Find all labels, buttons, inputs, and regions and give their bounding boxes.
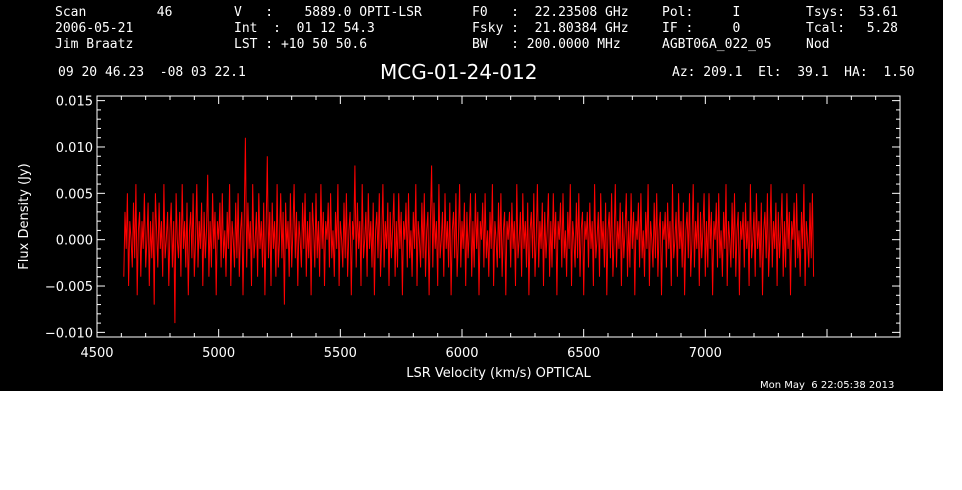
- header-observer: Jim Braatz: [55, 37, 134, 52]
- header-tcal-label: Tcal:: [806, 21, 846, 36]
- x-tick-label: 6500: [567, 346, 600, 361]
- header-coordinates: 09 20 46.23 -08 03 22.1: [58, 65, 246, 80]
- y-tick-label: −0.010: [45, 326, 93, 341]
- x-tick-label: 7000: [689, 346, 722, 361]
- source-name: MCG-01-24-012: [380, 60, 538, 84]
- header-procedure: Nod: [806, 37, 830, 52]
- y-axis-label: Flux Density (Jy): [17, 163, 32, 269]
- spectrum-trace-1: [123, 137, 815, 324]
- header-f0: F0 : 22.23508 GHz: [472, 5, 629, 20]
- label-layer: 4500 5000 5500 6000 6500 7000 −0.010 −0.005 0.00…: [17, 95, 722, 381]
- y-tick-label: −0.005: [45, 280, 93, 295]
- plot-timestamp: Mon May 6 22:05:38 2013: [760, 380, 895, 391]
- x-tick-label: 4500: [80, 346, 113, 361]
- header-if: IF : 0: [662, 21, 741, 36]
- spectrum-chart: 4500 5000 5500 6000 6500 7000 −0.010 −0.005 0.00…: [17, 95, 901, 381]
- x-axis-label: LSR Velocity (km/s) OPTICAL: [406, 366, 591, 381]
- y-tick-label: 0.000: [56, 234, 93, 249]
- x-tick-label: 5000: [202, 346, 235, 361]
- header-pol: Pol: I: [662, 5, 741, 20]
- axis-layer: [96, 95, 901, 338]
- header-bw: BW : 200.0000 MHz: [472, 37, 621, 52]
- y-tick-label: 0.005: [56, 187, 93, 202]
- spectrum-panel: Scan 46 2006-05-21 Jim Braatz V : 5889.0…: [0, 0, 943, 391]
- header-tcal-value: 5.28: [866, 21, 898, 36]
- header-integration: Int : 01 12 54.3: [234, 21, 375, 36]
- plot-frame: [96, 95, 901, 338]
- x-tick-label: 5500: [324, 346, 357, 361]
- header-tsys-label: Tsys:: [806, 5, 846, 20]
- header-velocity: V : 5889.0 OPTI-LSR: [234, 5, 422, 20]
- y-tick-label: 0.015: [56, 95, 93, 110]
- trace-layer: [123, 137, 815, 324]
- header-project: AGBT06A_022_05: [662, 37, 772, 52]
- header-scan: Scan 46: [55, 5, 173, 20]
- header-lst: LST : +10 50 50.6: [234, 37, 368, 52]
- header-fsky: Fsky : 21.80384 GHz: [472, 21, 629, 36]
- header-tsys-value: 53.61: [858, 5, 898, 20]
- header-date: 2006-05-21: [55, 21, 134, 36]
- header-pointing: Az: 209.1 El: 39.1 HA: 1.50: [672, 65, 915, 80]
- x-tick-label: 6000: [445, 346, 478, 361]
- y-tick-label: 0.010: [56, 141, 93, 156]
